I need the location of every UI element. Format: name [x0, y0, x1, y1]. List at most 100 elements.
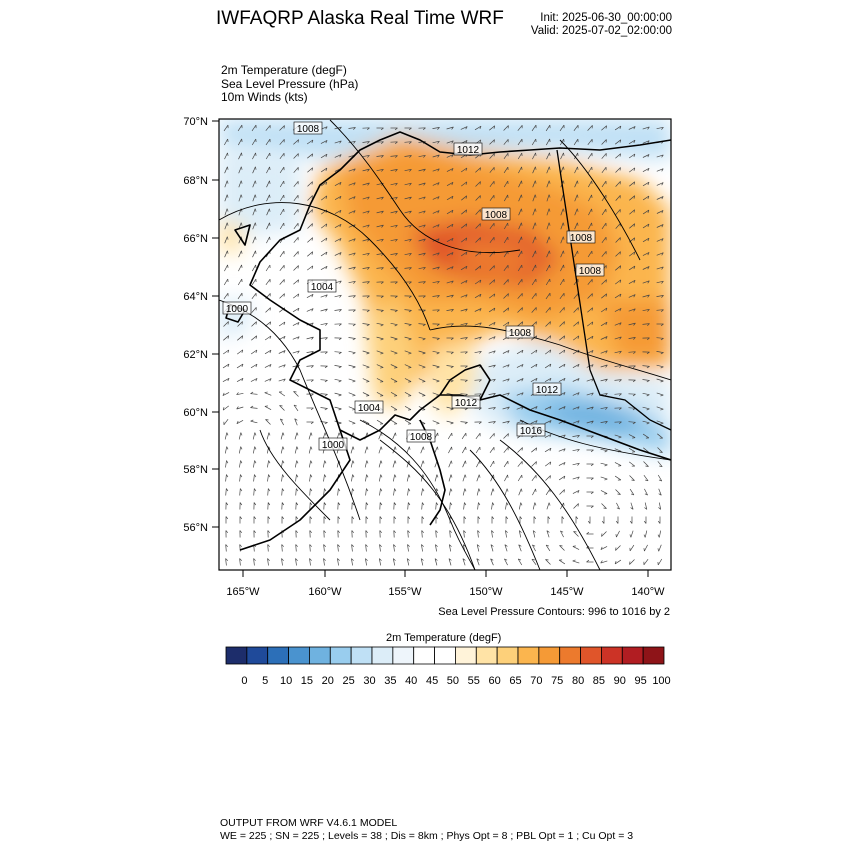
wind-barb: [600, 307, 608, 313]
wind-barb: [462, 488, 466, 496]
wind-barb: [587, 307, 593, 313]
wind-barb-flag: [225, 502, 229, 506]
wind-barb: [223, 278, 229, 286]
wind-barb: [309, 558, 311, 566]
wind-barb-flag: [633, 308, 636, 312]
wind-barb-flag: [422, 395, 426, 397]
wind-barb-flag: [561, 516, 565, 520]
wind-barb-flag: [450, 380, 454, 383]
wind-barb-flag: [353, 127, 356, 130]
wind-barb: [348, 280, 356, 284]
wind-barb-flag: [353, 295, 356, 298]
wind-barb: [517, 461, 523, 467]
wind-barb-flag: [436, 309, 440, 312]
wind-barb: [320, 379, 328, 381]
wind-barb-flag: [644, 493, 648, 496]
wind-barb-flag: [479, 167, 481, 171]
wind-barb-flag: [436, 488, 439, 492]
wind-barb: [348, 392, 356, 396]
wind-barb-flag: [366, 338, 370, 341]
wind-barb: [323, 558, 325, 566]
wind-barb: [601, 208, 607, 216]
wind-barb: [323, 544, 325, 552]
wind-barb: [376, 253, 384, 255]
wind-barb-flag: [647, 154, 650, 158]
wind-barb-flag: [633, 294, 636, 298]
wind-barb-flag: [380, 141, 384, 144]
wind-barb: [502, 406, 510, 410]
wind-barb: [518, 544, 522, 552]
wind-barb-flag: [310, 488, 313, 492]
wind-barb-flag: [577, 420, 580, 424]
wind-barb-flag: [254, 208, 257, 212]
wind-barb: [503, 152, 509, 160]
wind-barb-flag: [591, 420, 594, 424]
wind-barb: [407, 544, 409, 552]
wind-barb: [225, 544, 227, 552]
wind-barb-flag: [437, 154, 440, 158]
wind-barb: [572, 560, 580, 564]
wind-barb-flag: [577, 222, 579, 226]
wind-barb-flag: [633, 251, 636, 255]
wind-barb: [615, 181, 621, 187]
wind-barb: [392, 432, 396, 440]
colorbar-swatch: [517, 646, 540, 665]
wind-barb-flag: [437, 281, 440, 284]
wind-barb: [474, 293, 482, 299]
wind-barb-flag: [521, 321, 524, 325]
wind-barb-flag: [311, 237, 313, 241]
wind-barb-flag: [269, 208, 271, 212]
wind-barb: [559, 335, 565, 341]
wind-barb: [532, 194, 536, 202]
wind-barb: [600, 546, 608, 550]
wind-barb-flag: [619, 251, 621, 255]
wind-barb-flag: [617, 493, 621, 495]
wind-barb-flag: [241, 335, 244, 339]
wind-barb: [446, 266, 454, 270]
wind-barb-flag: [478, 474, 481, 478]
wind-barb: [404, 405, 412, 411]
wind-barb-flag: [531, 558, 535, 561]
wind-barb-flag: [577, 335, 580, 339]
colorbar-label: 75: [551, 675, 563, 687]
wind-barb: [320, 308, 328, 312]
wind-barb: [628, 337, 636, 339]
wind-barb: [320, 167, 328, 173]
wind-barb: [348, 378, 356, 382]
wind-barb-flag: [549, 461, 552, 465]
wind-barb-flag: [254, 460, 257, 464]
wind-barb-flag: [296, 460, 299, 464]
wind-barb: [265, 138, 271, 146]
wind-barb: [334, 223, 342, 229]
wind-barb: [503, 139, 509, 145]
wind-barb-flag: [281, 516, 285, 520]
wind-barb-flag: [479, 351, 482, 354]
wind-barb-flag: [241, 349, 244, 353]
colorbar-swatch: [455, 646, 477, 665]
wind-barb: [517, 264, 523, 272]
wind-barb: [475, 209, 481, 215]
wind-barb-flag: [338, 352, 342, 355]
wind-barb: [614, 448, 622, 452]
wind-barb-flag: [409, 182, 412, 186]
wind-barb: [560, 530, 564, 538]
lat-label: 66°N: [183, 233, 208, 245]
wind-barb: [378, 446, 382, 454]
wind-barb: [224, 180, 228, 188]
wind-barb-flag: [281, 502, 285, 506]
colorbar: 0 5 10 15 20 25 30 35 40 45 50 55 60 65 70 75 80 85 90 95 10…: [225, 646, 671, 687]
wind-barb: [642, 420, 650, 424]
wind-barb-flag: [646, 366, 650, 369]
wind-barb: [614, 336, 622, 340]
wind-barb: [334, 294, 342, 298]
wind-barb: [225, 460, 227, 468]
wind-barb: [237, 335, 243, 341]
wind-barb-flag: [478, 379, 482, 382]
wind-barb: [334, 252, 342, 256]
wind-barb-flag: [605, 307, 608, 311]
wind-barb-flag: [435, 530, 438, 533]
wind-barb: [376, 391, 384, 397]
wind-barb-flag: [661, 196, 664, 200]
wind-barb-flag: [280, 418, 284, 421]
wind-barb-flag: [646, 380, 650, 383]
